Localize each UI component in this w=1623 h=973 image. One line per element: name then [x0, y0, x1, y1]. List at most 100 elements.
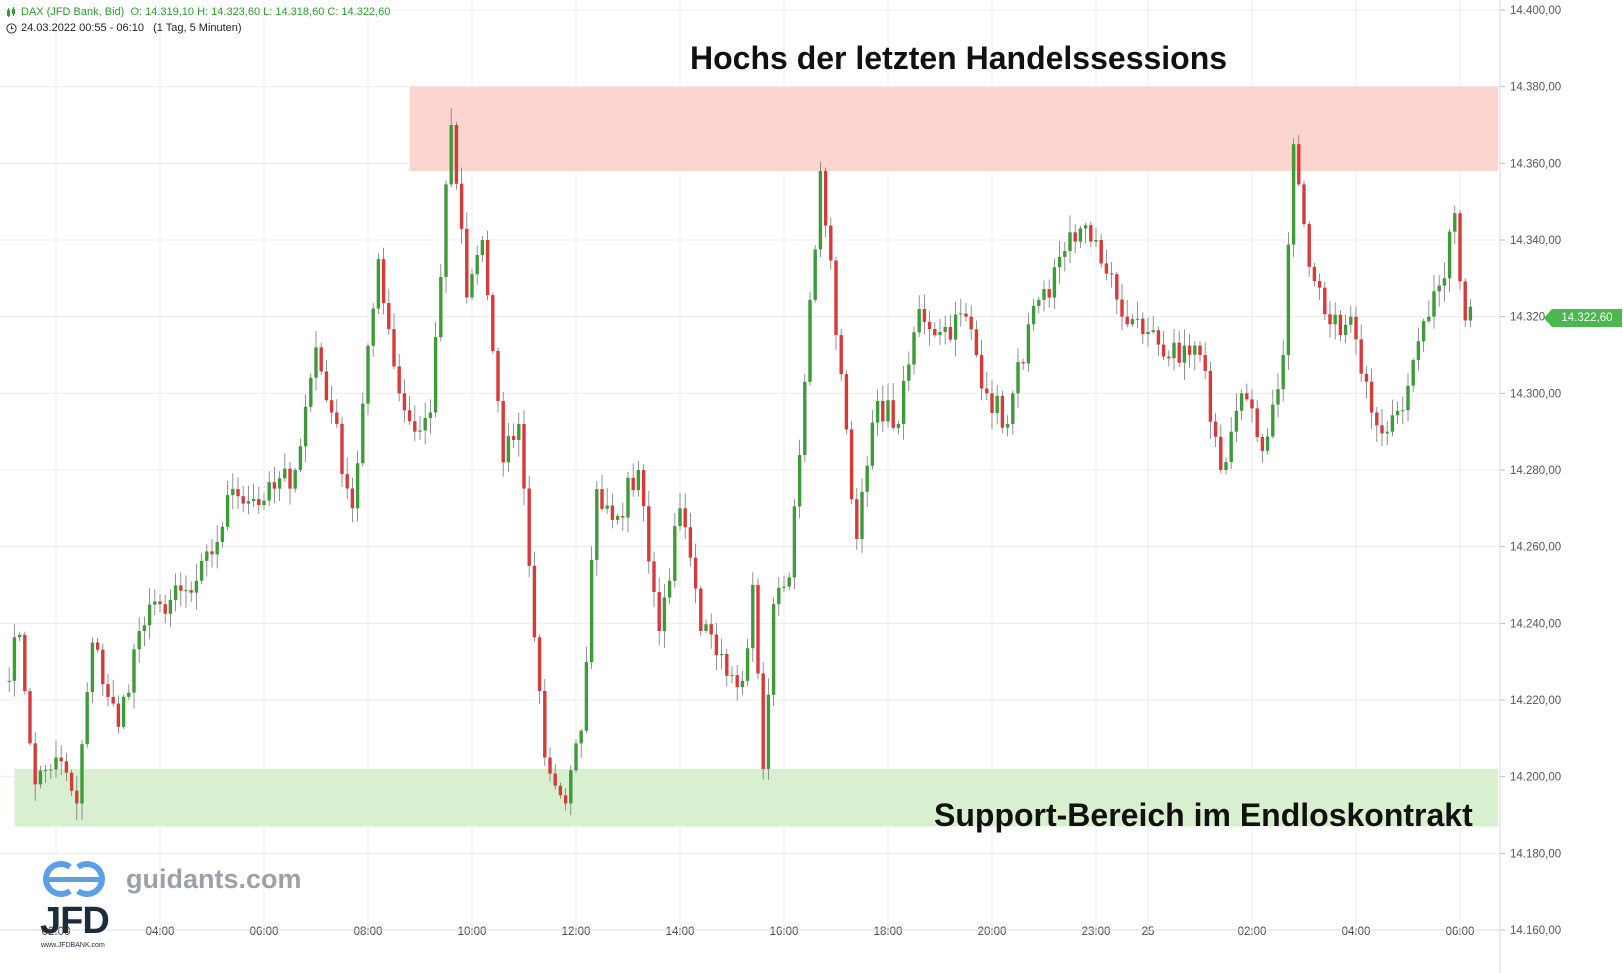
candle-body [106, 684, 110, 697]
candle-body [704, 624, 708, 631]
candle-body [1000, 395, 1005, 428]
candle-body [985, 388, 989, 394]
x-tick-label: 08:00 [354, 926, 383, 938]
candle-body [1427, 316, 1431, 322]
candle-body [1198, 345, 1202, 355]
candle-body [407, 410, 412, 422]
candle-body [1026, 324, 1031, 364]
candle-body [459, 183, 464, 229]
candle-body [641, 470, 646, 507]
candle-body [1213, 421, 1218, 437]
clock-icon [6, 22, 17, 34]
candle-body [631, 477, 635, 491]
candle-body [179, 585, 183, 591]
y-tick-label: 14.160,00 [1510, 925, 1561, 937]
candle-body [595, 489, 599, 560]
x-tick-label: 20:00 [978, 926, 1007, 938]
candle-body [792, 506, 797, 578]
y-tick-label: 14.200,00 [1510, 772, 1561, 784]
candle-body [444, 184, 448, 277]
candle-body [1141, 318, 1145, 334]
candle-body [1281, 355, 1285, 390]
candle-body [439, 276, 443, 338]
candle-body [979, 355, 984, 389]
candle-body [12, 637, 17, 681]
candle-body [953, 314, 958, 340]
candle-body [314, 347, 318, 378]
candle-body [153, 601, 157, 605]
x-tick-label: 02:00 [42, 926, 71, 938]
x-tick-label: 06:00 [1446, 926, 1475, 938]
candle-body [855, 499, 859, 539]
candle-body [1005, 424, 1010, 428]
candle-body [1406, 385, 1410, 411]
candle-body [1234, 410, 1239, 432]
x-tick-label: 12:00 [562, 926, 591, 938]
candle-body [927, 321, 932, 330]
candle-body [309, 377, 313, 407]
candle-body [1063, 251, 1067, 257]
candle-body [803, 381, 807, 456]
candle-body [1447, 231, 1452, 279]
x-tick-label: 14:00 [666, 926, 695, 938]
y-tick-label: 14.240,00 [1510, 618, 1561, 630]
candle-body [1291, 144, 1296, 245]
candle-body [938, 332, 942, 336]
x-tick-label: 06:00 [250, 926, 279, 938]
candle-body [1161, 344, 1166, 357]
candle-body [1229, 431, 1233, 463]
candle-body [1193, 345, 1197, 355]
candle-body [1052, 267, 1057, 298]
candle-body [584, 662, 589, 731]
candle-body [220, 526, 225, 542]
candle-body [1224, 462, 1228, 470]
candle-body [881, 401, 885, 422]
candle-body [147, 604, 152, 626]
candle-body [1011, 393, 1015, 424]
candle-body [1260, 437, 1265, 451]
candle-body [288, 468, 292, 489]
candle-body [1323, 287, 1327, 315]
candle-body [974, 329, 979, 356]
candle-body [1411, 360, 1415, 386]
candle-body [225, 495, 230, 527]
candle-body [283, 468, 287, 479]
zone-layer [14, 86, 1499, 827]
candle-body [90, 642, 95, 692]
candle-body [246, 501, 251, 504]
candle-body [475, 255, 479, 275]
candle-body [579, 730, 583, 744]
candle-body [933, 329, 937, 336]
candle-body [1156, 330, 1161, 345]
candle-body [449, 125, 453, 185]
candle-body [1286, 244, 1291, 355]
y-tick-label: 14.300,00 [1510, 388, 1561, 400]
candle-body [699, 588, 703, 631]
candle-body [678, 508, 682, 527]
candle-body [189, 590, 193, 593]
candle-body [995, 395, 999, 413]
candle-body [745, 648, 750, 681]
candle-body [1016, 362, 1020, 394]
candle-body [1312, 266, 1317, 282]
interval: (1 Tag, 5 Minuten) [153, 22, 242, 34]
candle-body [537, 637, 542, 691]
candle-body [725, 654, 729, 676]
candle-layer [7, 108, 1473, 821]
candle-body [1401, 410, 1405, 412]
candle-body [303, 406, 308, 447]
candle-body [1437, 285, 1441, 292]
candle-body [1130, 319, 1135, 325]
guidants-logo-icon [43, 861, 105, 897]
candle-body [657, 592, 661, 631]
candle-body [1442, 278, 1447, 286]
candle-body [730, 675, 734, 677]
candle-body [875, 401, 880, 423]
candle-body [465, 228, 469, 298]
candle-body [1120, 299, 1124, 317]
chart-header-line2: 24.03.2022 00:55 - 06:10 (1 Tag, 5 Minut… [6, 22, 242, 34]
x-tick-label: 04:00 [146, 926, 175, 938]
candle-body [621, 516, 625, 518]
candle-body [1255, 408, 1259, 438]
